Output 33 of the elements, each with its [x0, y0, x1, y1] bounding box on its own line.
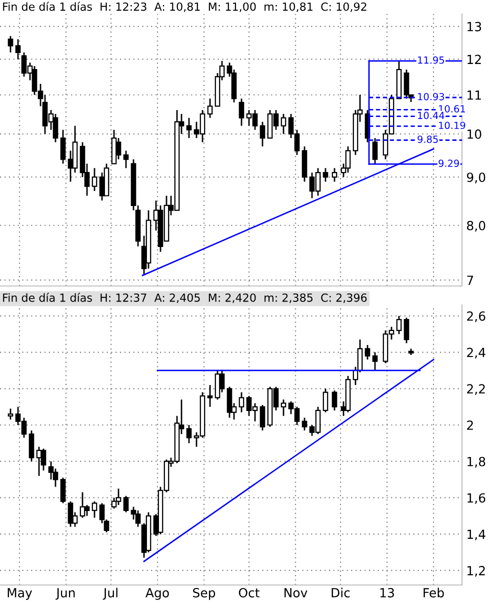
x-tick-label: Ago: [146, 588, 169, 600]
x-tick-label: Sep: [193, 588, 216, 600]
y-tick-label: 13: [468, 22, 482, 32]
y-tick-label: 2,6: [467, 311, 486, 322]
y-tick-label: 1,6: [468, 493, 486, 504]
chart-title: Fin de día 1 días H: 12:23 A: 10,81 M: 11,00 m: 10,81 C: 10,92: [3, 2, 366, 12]
annotation: 10.19: [439, 122, 466, 130]
y-tick-label: 7: [467, 276, 474, 285]
annotation: 9.85: [418, 136, 438, 143]
y-tick-label: 1,8: [468, 456, 486, 468]
annotation: 11.95: [418, 56, 444, 64]
x-tick-label: 13: [380, 588, 394, 598]
y-tick-label: 11: [468, 90, 481, 100]
x-tick-label: Nov: [284, 588, 308, 598]
annotation: 9.29: [438, 160, 459, 167]
y-tick-label: 1,2: [468, 566, 485, 577]
x-tick-label: May: [8, 588, 32, 600]
annotation: 10.44: [418, 112, 444, 120]
y-tick-label: 1,4: [468, 530, 486, 540]
x-tick-label: Jul: [102, 588, 118, 600]
annotation: 10.93: [418, 92, 444, 100]
y-tick-label: 2: [467, 420, 473, 430]
chart-title: Fin de día 1 días H: 12:37 A: 2,405 M: 2,420 m: 2,385 C: 2,396: [3, 292, 367, 303]
y-tick-label: 9,0: [466, 172, 486, 184]
y-tick-label: 2,2: [467, 384, 485, 395]
x-tick-label: Jun: [56, 588, 75, 600]
x-tick-label: Feb: [424, 588, 444, 598]
y-tick-label: 8,0: [467, 220, 486, 232]
y-tick-label: 2,4: [467, 348, 486, 358]
y-tick-label: 12: [468, 54, 481, 64]
y-tick-label: 10: [468, 129, 482, 139]
x-tick-label: Dic: [332, 588, 350, 598]
x-tick-label: Oct: [238, 588, 260, 598]
